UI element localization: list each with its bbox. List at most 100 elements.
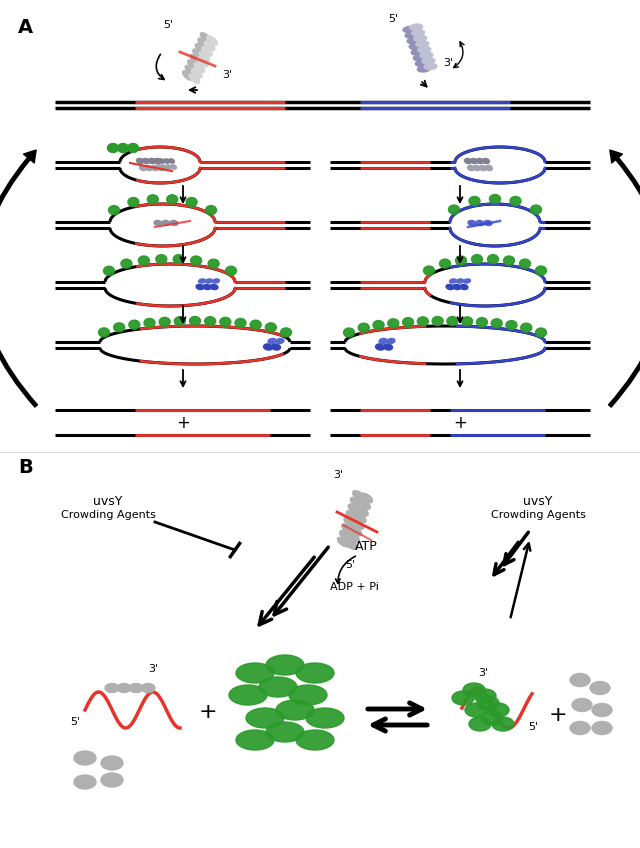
Ellipse shape [344, 328, 355, 337]
Ellipse shape [510, 197, 521, 205]
Ellipse shape [487, 703, 509, 717]
Ellipse shape [182, 70, 193, 81]
Ellipse shape [186, 198, 197, 207]
Text: 5': 5' [345, 560, 355, 570]
Ellipse shape [99, 328, 109, 337]
Ellipse shape [520, 259, 531, 268]
Ellipse shape [174, 316, 186, 326]
Ellipse shape [356, 506, 368, 516]
Ellipse shape [461, 317, 473, 326]
Ellipse shape [154, 220, 162, 226]
Ellipse shape [203, 284, 211, 289]
Ellipse shape [463, 683, 485, 697]
Text: ADP + Pi: ADP + Pi [330, 582, 379, 592]
Ellipse shape [388, 319, 399, 328]
Ellipse shape [570, 722, 590, 734]
Ellipse shape [346, 510, 358, 520]
Ellipse shape [225, 266, 237, 276]
Ellipse shape [472, 254, 483, 264]
Ellipse shape [196, 284, 204, 289]
Ellipse shape [129, 683, 143, 693]
Text: Crowding Agents: Crowding Agents [61, 510, 156, 520]
Ellipse shape [152, 165, 159, 170]
Ellipse shape [136, 159, 143, 164]
Ellipse shape [173, 254, 184, 264]
Ellipse shape [235, 319, 246, 327]
Text: 5': 5' [528, 722, 538, 732]
Ellipse shape [205, 205, 216, 215]
Text: 3': 3' [443, 58, 453, 68]
Ellipse shape [154, 159, 161, 164]
Ellipse shape [592, 722, 612, 734]
Ellipse shape [476, 318, 488, 326]
Ellipse shape [452, 691, 474, 705]
Ellipse shape [477, 159, 483, 164]
Ellipse shape [536, 266, 547, 275]
Ellipse shape [164, 159, 170, 163]
Ellipse shape [185, 65, 196, 75]
Ellipse shape [236, 663, 274, 683]
Ellipse shape [449, 279, 456, 283]
Ellipse shape [74, 751, 96, 765]
Ellipse shape [413, 54, 426, 61]
Ellipse shape [202, 47, 212, 56]
Ellipse shape [205, 279, 212, 283]
Ellipse shape [572, 699, 592, 711]
Ellipse shape [456, 279, 463, 283]
Ellipse shape [465, 159, 472, 164]
Ellipse shape [168, 159, 175, 163]
Ellipse shape [145, 165, 152, 170]
Text: 5': 5' [163, 20, 173, 30]
Ellipse shape [456, 256, 467, 265]
Text: A: A [18, 18, 33, 37]
Ellipse shape [415, 60, 428, 66]
Text: Crowding Agents: Crowding Agents [491, 510, 586, 520]
Ellipse shape [353, 491, 365, 500]
Ellipse shape [212, 279, 220, 283]
Ellipse shape [479, 165, 486, 170]
Ellipse shape [358, 323, 369, 332]
Ellipse shape [488, 254, 499, 264]
Ellipse shape [379, 338, 387, 343]
Ellipse shape [351, 520, 364, 529]
Text: 5': 5' [388, 14, 398, 24]
Ellipse shape [474, 165, 481, 170]
Ellipse shape [405, 32, 418, 38]
Ellipse shape [446, 284, 454, 289]
Text: +: + [176, 414, 190, 432]
Ellipse shape [189, 74, 200, 83]
Text: ATP: ATP [355, 540, 378, 553]
Ellipse shape [198, 38, 209, 47]
Ellipse shape [360, 494, 372, 503]
Ellipse shape [590, 682, 610, 695]
Ellipse shape [280, 328, 291, 337]
Ellipse shape [476, 220, 484, 226]
Ellipse shape [118, 143, 129, 153]
Ellipse shape [210, 284, 218, 289]
Ellipse shape [469, 197, 480, 205]
Ellipse shape [268, 338, 276, 343]
Ellipse shape [188, 60, 198, 70]
Ellipse shape [506, 321, 517, 330]
Ellipse shape [207, 36, 218, 45]
Ellipse shape [189, 316, 200, 326]
Ellipse shape [148, 159, 156, 164]
Text: 3': 3' [222, 70, 232, 80]
Ellipse shape [140, 165, 147, 170]
Text: 3': 3' [148, 664, 158, 674]
Text: +: + [198, 702, 218, 722]
Ellipse shape [74, 775, 96, 789]
Ellipse shape [373, 321, 384, 330]
Ellipse shape [440, 259, 451, 268]
Ellipse shape [259, 677, 297, 697]
Ellipse shape [449, 205, 460, 214]
Ellipse shape [422, 58, 435, 64]
Ellipse shape [410, 24, 422, 31]
Ellipse shape [345, 539, 357, 550]
Ellipse shape [128, 198, 139, 207]
Ellipse shape [104, 266, 115, 276]
Ellipse shape [453, 284, 461, 289]
Ellipse shape [477, 696, 499, 710]
Ellipse shape [348, 504, 360, 514]
Ellipse shape [191, 69, 202, 78]
